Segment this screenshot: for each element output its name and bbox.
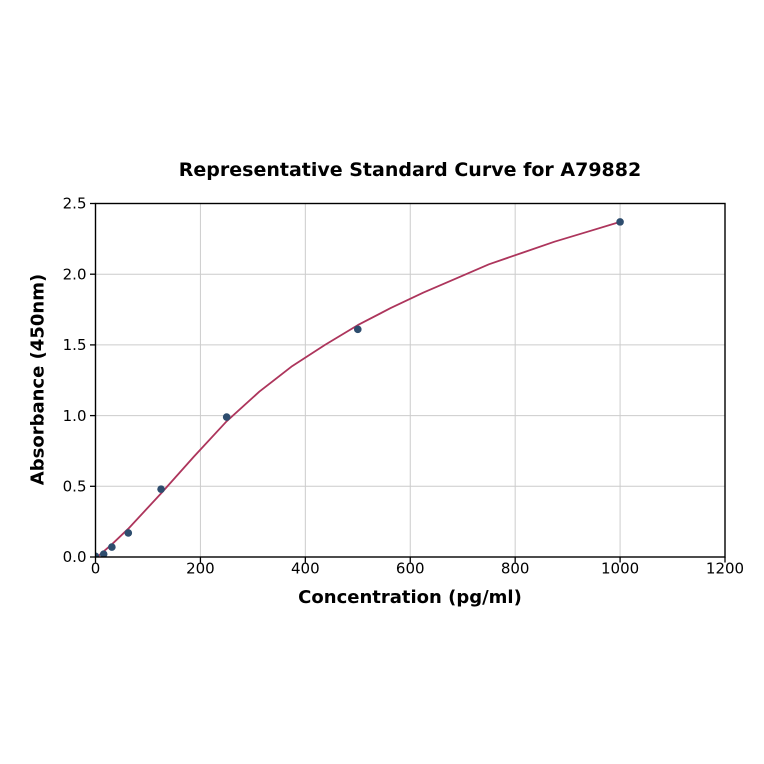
y-tick-label: 2.0 [63, 265, 87, 283]
y-tick-label: 0.0 [63, 548, 87, 566]
data-point-marker [353, 325, 362, 334]
y-axis-label: Absorbance (450nm) [27, 273, 49, 486]
x-tick-label: 600 [396, 560, 425, 578]
data-point-marker [99, 550, 108, 557]
data-point-marker [124, 529, 133, 537]
data-point-marker [108, 543, 116, 551]
x-tick-label: 200 [186, 560, 215, 578]
x-tick-label: 1000 [601, 560, 639, 578]
y-tick-label: 1.5 [63, 336, 87, 354]
data-point-marker [616, 218, 624, 226]
x-axis-label: Concentration (pg/ml) [298, 587, 522, 608]
chart-title: Representative Standard Curve for A79882 [178, 159, 642, 181]
x-tick-label: 800 [501, 560, 530, 578]
data-point-marker [222, 413, 231, 421]
x-tick-label: 0 [91, 560, 101, 578]
data-point-marker [95, 552, 100, 557]
data-point-marker [157, 485, 165, 493]
x-tick-label: 1200 [706, 560, 744, 578]
y-tick-label: 2.5 [63, 195, 87, 213]
x-tick-label: 400 [291, 560, 320, 578]
y-tick-label: 1.0 [63, 407, 87, 425]
y-tick-label: 0.5 [63, 478, 87, 496]
fitted-curve-line [95, 220, 621, 557]
